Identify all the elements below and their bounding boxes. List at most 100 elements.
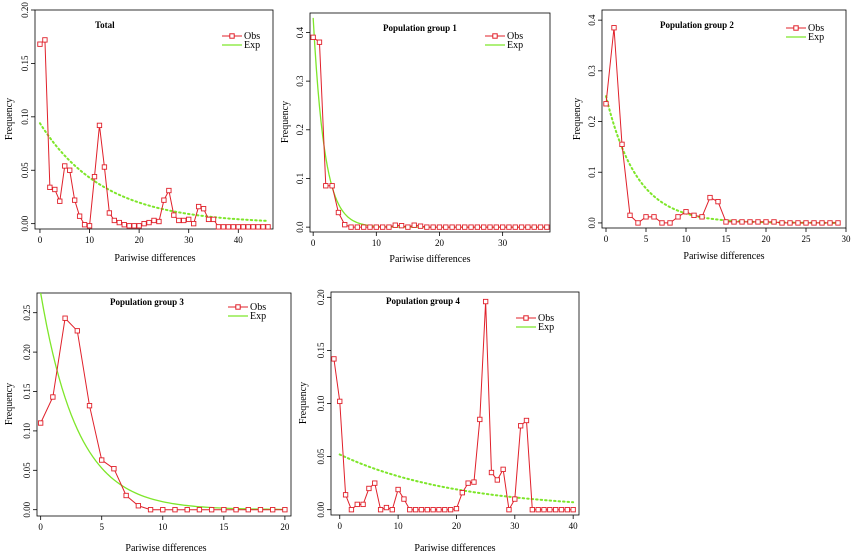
obs-point: [795, 220, 801, 226]
obs-point: [354, 224, 361, 230]
obs-point: [481, 224, 487, 230]
y-axis-label: Frequency: [280, 101, 291, 143]
y-tick-label: 0.2: [295, 124, 305, 135]
obs-point: [500, 466, 506, 472]
obs-point: [195, 203, 202, 210]
obs-point: [86, 223, 93, 229]
y-axis-label: Frequency: [572, 98, 583, 140]
obs-point: [835, 220, 841, 226]
obs-point: [547, 507, 553, 513]
obs-point: [316, 39, 323, 45]
obs-point: [525, 224, 531, 230]
obs-point: [755, 219, 761, 225]
obs-point: [233, 507, 239, 513]
obs-point: [487, 224, 493, 230]
obs-point: [265, 224, 271, 230]
obs-point: [430, 224, 436, 230]
obs-point: [407, 507, 413, 513]
x-tick-label: 30: [842, 234, 852, 244]
legend-exp-label: Exp: [244, 40, 260, 51]
obs-point: [186, 216, 192, 223]
obs-point: [482, 298, 489, 305]
obs-point: [141, 221, 147, 227]
x-tick-label: 30: [498, 238, 508, 248]
x-tick-label: 20: [452, 521, 462, 531]
obs-point: [535, 507, 541, 513]
y-tick-label: 0.20: [316, 289, 326, 305]
x-tick-label: 10: [682, 234, 692, 244]
obs-point: [81, 222, 88, 228]
obs-point: [462, 224, 468, 230]
x-tick-label: 10: [394, 521, 404, 531]
x-tick-label: 15: [722, 234, 732, 244]
legend: Obs Exp: [228, 302, 266, 322]
obs-point: [558, 507, 565, 513]
obs-point: [398, 223, 405, 229]
obs-point: [47, 184, 53, 190]
y-axis-label: Frequency: [4, 383, 15, 425]
legend-obs-marker: [492, 33, 498, 39]
obs-point: [310, 34, 316, 40]
x-tick-label: 15: [219, 522, 229, 532]
obs-point: [367, 224, 373, 230]
x-tick-label: 40: [569, 521, 579, 531]
legend-obs-marker: [235, 304, 241, 310]
obs-point: [494, 477, 500, 483]
y-tick-label: 0.1: [295, 173, 305, 184]
obs-point: [323, 183, 329, 189]
x-tick-label: 20: [762, 234, 772, 244]
obs-point: [531, 224, 537, 230]
obs-point: [611, 25, 617, 31]
legend: Obs Exp: [222, 31, 260, 51]
obs-point: [331, 356, 337, 362]
y-tick-label: 0.4: [587, 14, 597, 26]
obs-point: [723, 219, 729, 225]
y-tick-label: 0.3: [295, 75, 305, 87]
obs-series-line: [40, 317, 285, 511]
chart-title: Population group 4: [386, 296, 460, 306]
legend-exp-label: Exp: [808, 32, 824, 43]
y-tick-label: 0.10: [22, 423, 32, 439]
x-tick-label: 10: [85, 235, 95, 245]
y-tick-label: 0.15: [316, 342, 326, 358]
obs-point: [411, 222, 417, 228]
y-tick-label: 0.25: [22, 304, 32, 320]
obs-point: [348, 507, 355, 513]
obs-point: [106, 210, 113, 216]
obs-point: [240, 224, 246, 230]
exp-series-line: [40, 292, 285, 511]
obs-point: [811, 220, 817, 226]
legend-obs-marker: [229, 33, 235, 39]
obs-point: [651, 214, 657, 220]
y-tick-label: 0.05: [316, 448, 326, 464]
obs-point: [230, 224, 236, 230]
obs-point: [255, 224, 261, 230]
obs-point: [366, 485, 372, 492]
obs-point: [465, 480, 471, 486]
obs-point: [86, 403, 93, 409]
obs-point: [401, 496, 407, 502]
obs-point: [436, 224, 443, 230]
x-tick-label: 40: [234, 235, 244, 245]
y-tick-label: 0.10: [316, 395, 326, 411]
obs-point: [221, 507, 227, 513]
x-tick-label: 0: [38, 522, 43, 532]
obs-point: [220, 224, 227, 230]
obs-point: [477, 416, 483, 423]
y-tick-label: 0.05: [20, 162, 30, 178]
obs-point: [372, 480, 378, 486]
y-tick-label: 0.00: [316, 501, 326, 517]
obs-point: [136, 223, 142, 229]
obs-point: [123, 492, 129, 499]
obs-point: [518, 423, 524, 429]
chart-panel-population-group-4: Population group 4 Pariwise differences …: [298, 289, 580, 554]
obs-point: [131, 223, 137, 229]
obs-point: [635, 220, 641, 226]
obs-point: [564, 507, 570, 513]
obs-point: [126, 223, 132, 229]
obs-point: [699, 214, 705, 220]
y-tick-label: 0.15: [22, 383, 32, 399]
obs-series-line: [312, 36, 547, 228]
obs-point: [459, 490, 465, 496]
